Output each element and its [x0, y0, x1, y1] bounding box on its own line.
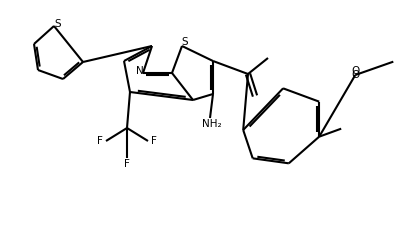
Text: S: S — [55, 19, 61, 29]
Text: O: O — [351, 66, 359, 76]
Text: N: N — [136, 66, 144, 76]
Text: O: O — [351, 70, 359, 80]
Text: S: S — [182, 37, 189, 47]
Text: NH₂: NH₂ — [202, 119, 222, 129]
Text: F: F — [97, 136, 103, 146]
Text: F: F — [124, 159, 130, 169]
Text: F: F — [151, 136, 157, 146]
